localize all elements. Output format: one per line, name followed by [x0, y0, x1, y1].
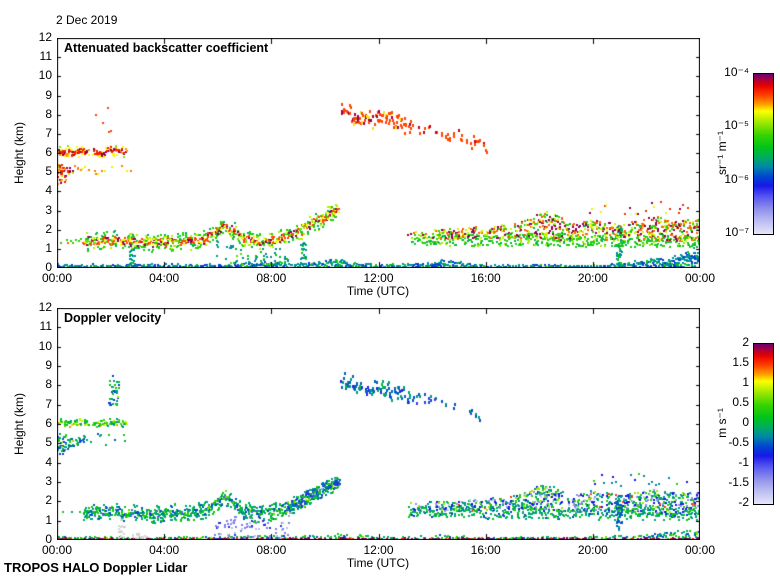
- y-tick-label: 9: [45, 87, 52, 102]
- y-tick-label: 3: [45, 474, 52, 488]
- x-tick-label: 00:00: [684, 543, 716, 557]
- y-tick-label: 8: [45, 106, 52, 121]
- x-tick-label: 20:00: [577, 543, 608, 557]
- velocity-x-axis-label: Time (UTC): [346, 556, 410, 570]
- velocity-colorbar: [753, 343, 774, 505]
- y-tick-label: 5: [45, 164, 52, 179]
- y-tick-label: 0: [45, 532, 52, 546]
- colorbar-tick-label: 10⁻⁷: [724, 225, 749, 239]
- velocity-y-axis-label: Height (km): [12, 392, 26, 456]
- y-tick-label: 8: [45, 377, 52, 392]
- x-tick-label: 04:00: [149, 271, 180, 285]
- y-tick-label: 4: [45, 454, 52, 469]
- colorbar-tick-label: 10⁻⁴: [724, 65, 749, 79]
- x-tick-label: 04:00: [149, 543, 180, 557]
- colorbar-tick-label: -1: [738, 455, 749, 469]
- backscatter-title: Attenuated backscatter coefficient: [64, 41, 269, 55]
- colorbar-tick-label: 0: [742, 415, 749, 429]
- y-tick-label: 6: [45, 416, 52, 430]
- y-tick-label: 3: [45, 202, 52, 217]
- y-tick-label: 10: [38, 68, 52, 83]
- y-tick-label: 11: [39, 49, 52, 64]
- x-tick-label: 20:00: [577, 271, 608, 285]
- y-tick-label: 7: [45, 125, 52, 140]
- colorbar-tick-label: 10⁻⁶: [724, 171, 749, 186]
- y-tick-label: 0: [45, 260, 52, 274]
- x-tick-label: 00:00: [684, 271, 716, 285]
- x-tick-label: 08:00: [256, 271, 287, 285]
- colorbar-tick-label: -2: [738, 495, 749, 509]
- backscatter-colorbar-unit: sr⁻¹ m⁻¹: [715, 131, 729, 175]
- velocity-heatmap: [57, 308, 700, 540]
- backscatter-x-axis-label: Time (UTC): [346, 284, 410, 298]
- colorbar-tick-label: 10⁻⁵: [724, 118, 749, 133]
- x-tick-label: 12:00: [363, 271, 394, 285]
- velocity-colorbar-unit: m s⁻¹: [715, 408, 729, 438]
- velocity-title: Doppler velocity: [64, 311, 162, 325]
- backscatter-heatmap: [57, 38, 700, 268]
- y-tick-label: 1: [45, 512, 52, 527]
- y-tick-label: 12: [38, 30, 52, 44]
- x-tick-label: 00:00: [41, 543, 73, 557]
- y-tick-label: 5: [45, 435, 52, 450]
- y-tick-label: 6: [45, 145, 52, 159]
- footer-credit: TROPOS HALO Doppler Lidar: [4, 560, 188, 575]
- y-tick-label: 7: [45, 396, 52, 411]
- y-tick-label: 1: [45, 240, 52, 255]
- y-tick-label: 4: [45, 183, 52, 198]
- y-tick-label: 9: [45, 358, 52, 372]
- backscatter-y-axis-label: Height (km): [12, 121, 26, 185]
- y-tick-label: 10: [38, 338, 52, 353]
- colorbar-tick-label: 0.5: [732, 395, 749, 409]
- y-tick-label: 2: [45, 221, 52, 236]
- y-tick-label: 11: [39, 319, 52, 334]
- y-tick-label: 12: [38, 300, 52, 314]
- x-tick-label: 00:00: [41, 271, 73, 285]
- date-label: 2 Dec 2019: [56, 13, 118, 27]
- backscatter-colorbar: [753, 73, 774, 235]
- colorbar-tick-label: 1: [742, 375, 749, 389]
- colorbar-tick-label: 2: [742, 335, 749, 349]
- x-tick-label: 12:00: [363, 543, 394, 557]
- x-tick-label: 08:00: [256, 543, 287, 557]
- x-tick-label: 16:00: [470, 543, 501, 557]
- colorbar-tick-label: -1.5: [728, 475, 749, 489]
- y-tick-label: 2: [45, 493, 52, 508]
- x-tick-label: 16:00: [470, 271, 501, 285]
- colorbar-tick-label: 1.5: [732, 355, 749, 369]
- colorbar-tick-label: -0.5: [728, 435, 749, 449]
